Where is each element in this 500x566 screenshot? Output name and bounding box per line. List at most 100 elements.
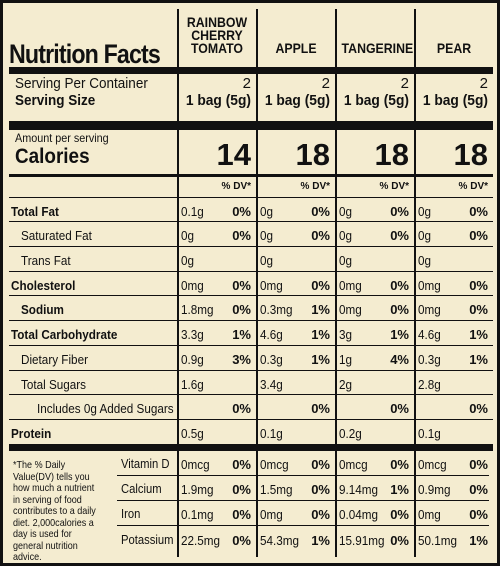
nutrient-amount: 0.3g xyxy=(260,352,283,367)
divider-line xyxy=(9,320,493,321)
nutrient-dv: 4% xyxy=(390,352,409,367)
divider-line xyxy=(9,271,493,272)
vitamin-amount: 0mcg xyxy=(339,457,368,472)
calories-value: 18 xyxy=(374,137,409,172)
calories-value: 14 xyxy=(216,137,251,172)
nutrient-amount: 0.2g xyxy=(339,426,362,441)
divider-line xyxy=(117,500,489,501)
nutrient-dv: 1% xyxy=(311,302,330,317)
nutrient-amount: 3.3g xyxy=(181,327,204,342)
divider-line xyxy=(9,221,493,222)
nutrient-amount: 0g xyxy=(339,204,353,219)
serving-size-value: 1 bag (5g) xyxy=(343,92,409,109)
vitamin-amount: 22.5mg xyxy=(181,533,221,548)
nutrient-amount: 1.6g xyxy=(181,377,204,392)
amount-per-serving-label: Amount per serving xyxy=(15,131,109,145)
nutrient-label: Includes 0g Added Sugars xyxy=(37,401,174,416)
nutrient-amount: 3.4g xyxy=(260,377,283,392)
nutrient-dv: 0% xyxy=(469,278,488,293)
vitamin-dv: 0% xyxy=(390,457,409,472)
servings-value: 2 xyxy=(479,75,488,92)
vitamin-dv: 1% xyxy=(469,533,488,548)
vitamin-amount: 0mg xyxy=(260,507,283,522)
vitamin-dv: 0% xyxy=(469,482,488,497)
nutrient-amount: 0g xyxy=(418,253,432,268)
vitamin-dv: 0% xyxy=(232,482,251,497)
nutrient-label: Saturated Fat xyxy=(21,228,92,243)
vitamin-amount: 1.9mg xyxy=(181,482,214,497)
vitamin-label: Calcium xyxy=(121,482,162,496)
divider-line xyxy=(9,394,493,395)
vitamin-amount: 54.3mg xyxy=(260,533,300,548)
divider-line xyxy=(9,197,493,198)
nutrient-amount: 0.1g xyxy=(260,426,283,441)
nutrient-dv: 0% xyxy=(311,228,330,243)
column-header-line: TANGERINE xyxy=(341,40,414,56)
nutrient-dv: 3% xyxy=(232,352,251,367)
nutrient-amount: 4.6g xyxy=(418,327,441,342)
nutrient-amount: 0g xyxy=(181,253,195,268)
servings-value: 2 xyxy=(242,75,251,92)
vitamin-amount: 0mg xyxy=(418,507,441,522)
dv-header: % DV* xyxy=(221,181,251,192)
nutrient-amount: 1g xyxy=(339,352,353,367)
nutrient-amount: 0.5g xyxy=(181,426,204,441)
vitamin-amount: 0mcg xyxy=(181,457,210,472)
nutrient-amount: 0g xyxy=(339,253,353,268)
nutrient-dv: 1% xyxy=(232,327,251,342)
column-header-line: PEAR xyxy=(436,40,472,56)
column-header: APPLE xyxy=(263,40,330,56)
nutrient-amount: 0mg xyxy=(339,278,362,293)
nutrient-amount: 0.3g xyxy=(418,352,441,367)
column-header: RAINBOW CHERRY TOMATO xyxy=(184,15,251,55)
nutrient-label: Protein xyxy=(11,426,52,441)
daily-value-footnote: *The % Daily Value(DV) tells you how muc… xyxy=(13,459,96,563)
nutrient-amount: 0mg xyxy=(339,302,362,317)
nutrient-label: Dietary Fiber xyxy=(21,352,88,367)
nutrient-dv: 0% xyxy=(469,401,488,416)
servings-value: 2 xyxy=(400,75,409,92)
divider-line xyxy=(9,67,493,74)
column-divider xyxy=(335,9,337,557)
column-divider xyxy=(256,9,258,557)
nutrient-amount: 1.8mg xyxy=(181,302,214,317)
vitamin-dv: 1% xyxy=(311,533,330,548)
nutrient-dv: 0% xyxy=(390,302,409,317)
serving-size-value: 1 bag (5g) xyxy=(264,92,330,109)
servings-per-container-label: Serving Per Container xyxy=(15,75,148,92)
vitamin-dv: 0% xyxy=(390,533,409,548)
vitamin-dv: 0% xyxy=(311,457,330,472)
nutrient-amount: 0g xyxy=(339,228,353,243)
nutrient-amount: 0g xyxy=(418,228,432,243)
column-header-line: APPLE xyxy=(275,40,317,56)
nutrient-dv: 0% xyxy=(390,204,409,219)
nutrient-amount: 0g xyxy=(260,228,274,243)
nutrient-amount: 0mg xyxy=(260,278,283,293)
vitamin-amount: 50.1mg xyxy=(418,533,458,548)
vitamin-dv: 0% xyxy=(232,457,251,472)
column-header-line: CHERRY xyxy=(191,27,243,43)
nutrient-dv: 0% xyxy=(232,278,251,293)
nutrient-amount: 2g xyxy=(339,377,353,392)
nutrient-label: Total Carbohydrate xyxy=(11,327,118,342)
divider-line xyxy=(9,444,493,451)
vitamin-amount: 15.91mg xyxy=(339,533,385,548)
nutrient-label: Total Sugars xyxy=(21,377,87,392)
column-header: PEAR xyxy=(421,40,488,56)
divider-line xyxy=(9,345,493,346)
calories-value: 18 xyxy=(295,137,330,172)
divider-line xyxy=(9,174,493,177)
nutrient-amount: 0.9g xyxy=(181,352,204,367)
vitamin-dv: 0% xyxy=(232,533,251,548)
serving-size-value: 1 bag (5g) xyxy=(422,92,488,109)
vitamin-dv: 0% xyxy=(311,482,330,497)
nutrient-dv: 1% xyxy=(469,352,488,367)
vitamin-dv: 1% xyxy=(390,482,409,497)
dv-header: % DV* xyxy=(458,181,488,192)
vitamin-amount: 0.04mg xyxy=(339,507,379,522)
divider-line xyxy=(117,525,489,526)
nutrient-dv: 0% xyxy=(390,228,409,243)
serving-size-value: 1 bag (5g) xyxy=(185,92,251,109)
nutrient-amount: 0mg xyxy=(418,278,441,293)
